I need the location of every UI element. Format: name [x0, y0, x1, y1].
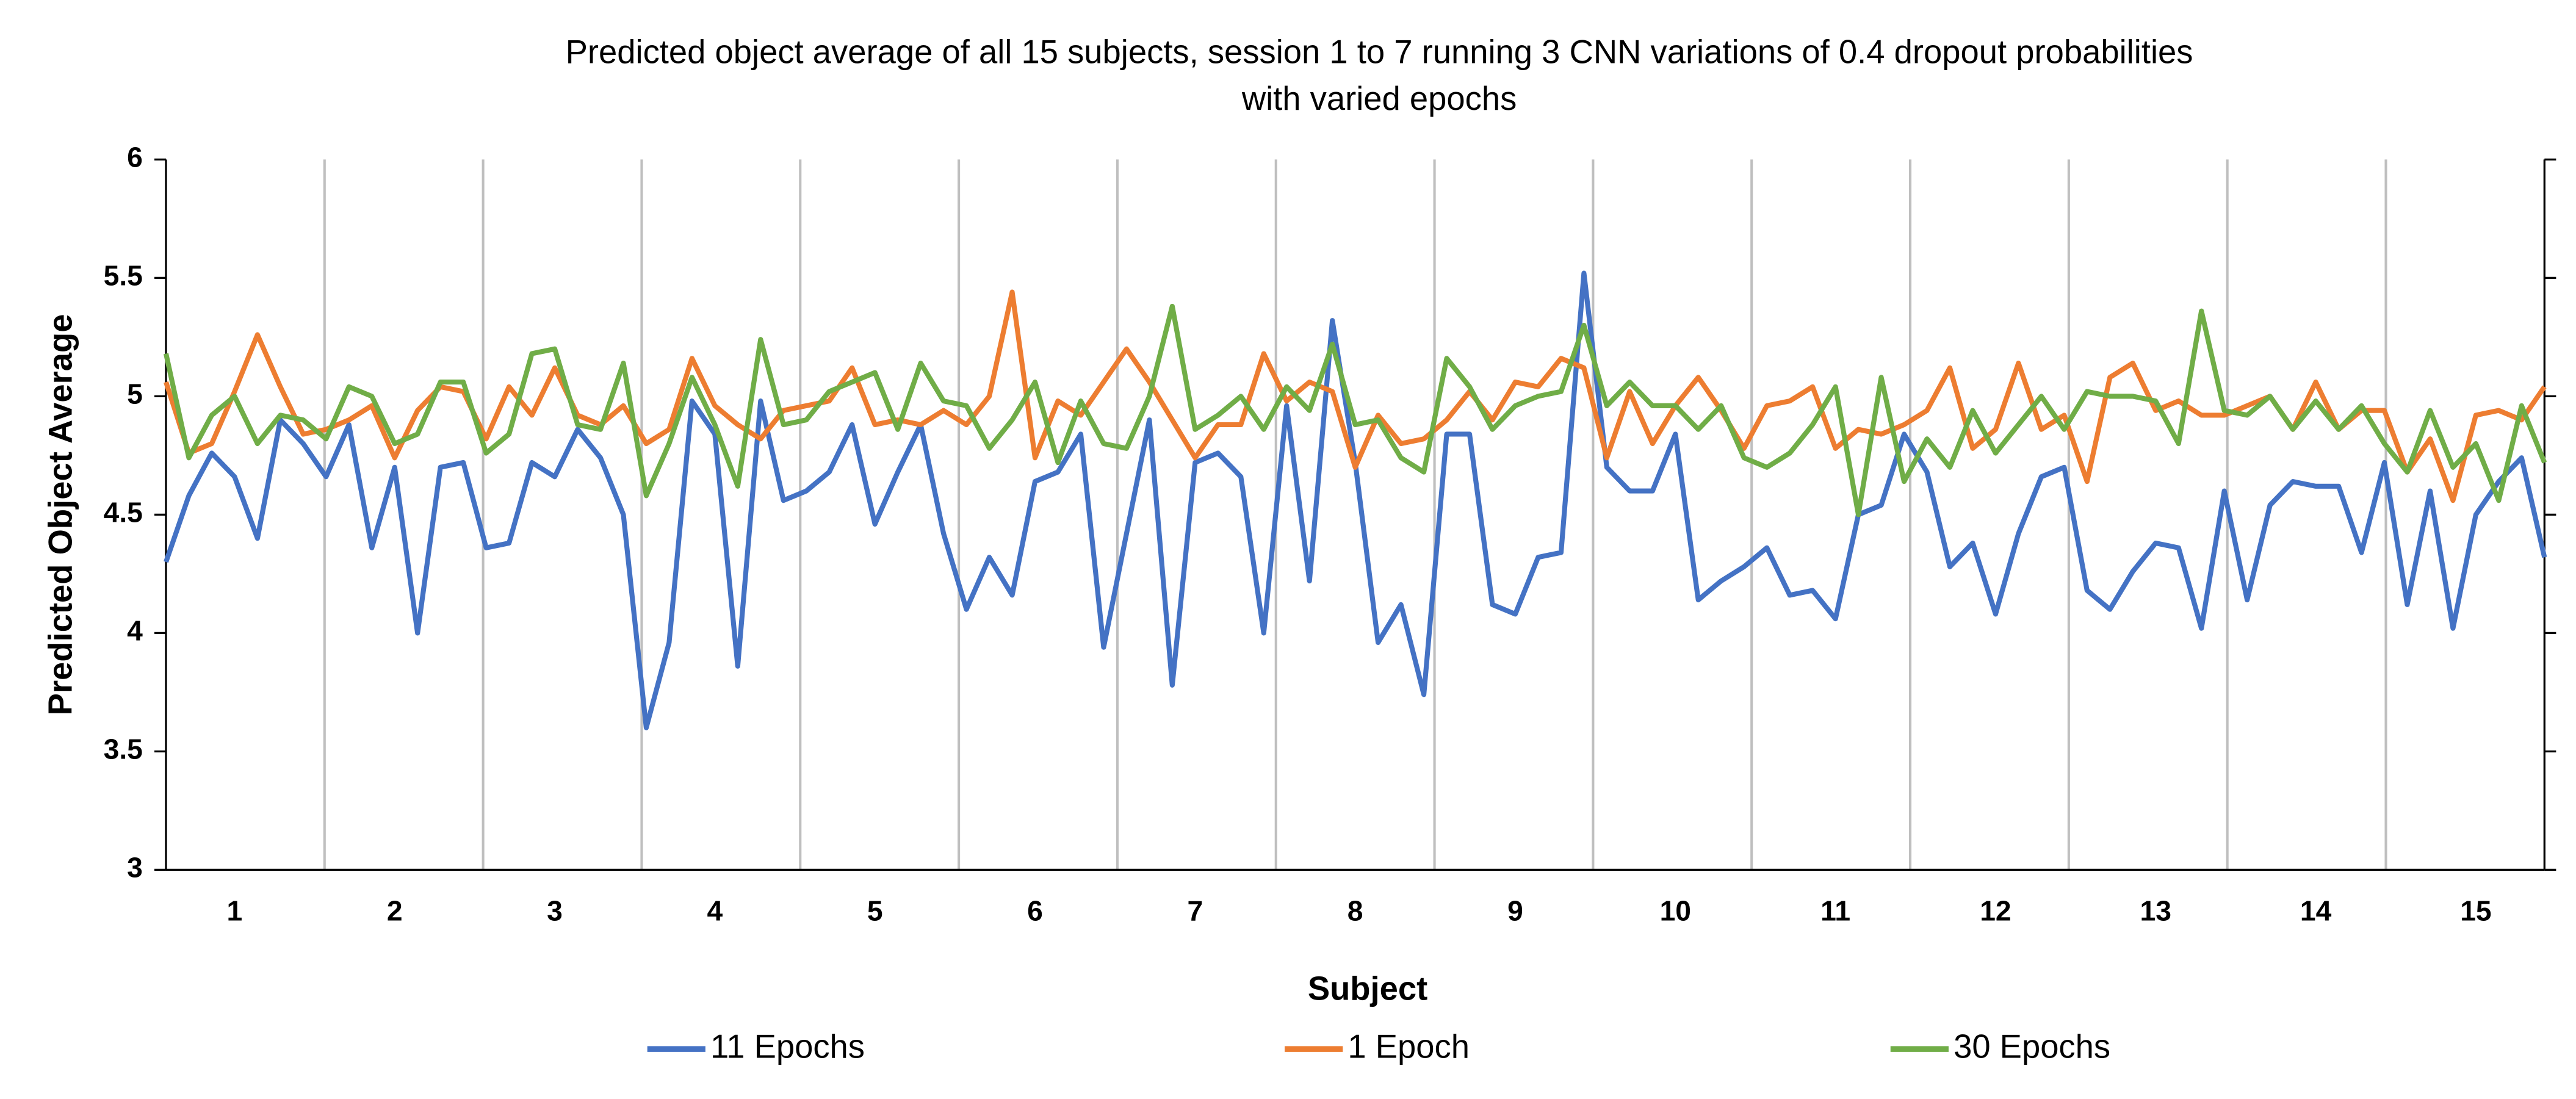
y-tick-label: 3.5 — [104, 733, 143, 765]
x-tick-label: 8 — [1348, 895, 1363, 926]
y-tick-label: 4.5 — [104, 497, 143, 528]
chart-title: Predicted object average of all 15 subje… — [565, 35, 2193, 118]
legend-label: 30 Epochs — [1954, 1028, 2110, 1065]
x-axis-label: Subject — [1308, 970, 1427, 1007]
x-tick-label: 5 — [867, 895, 883, 926]
x-tick-label: 14 — [2300, 895, 2332, 926]
series-line — [164, 289, 2547, 503]
x-tick-label: 12 — [1980, 895, 2011, 926]
y-tick-label: 4 — [127, 615, 143, 647]
x-tick-label: 10 — [1660, 895, 1691, 926]
y-tick-label: 6 — [127, 142, 143, 173]
x-tick-label: 13 — [2140, 895, 2171, 926]
x-tick-label: 1 — [227, 895, 243, 926]
legend-label: 1 Epoch — [1348, 1028, 1470, 1065]
y-axis-label: Predicted Object Average — [42, 314, 79, 715]
x-tick-label: 4 — [707, 895, 723, 926]
series-line — [163, 303, 2547, 517]
y-tick-label: 3 — [127, 852, 143, 884]
y-tick-label: 5.5 — [104, 260, 143, 292]
x-tick-label: 9 — [1507, 895, 1523, 926]
x-tick-label: 15 — [2460, 895, 2491, 926]
x-tick-label: 2 — [387, 895, 403, 926]
x-tick-label: 7 — [1187, 895, 1203, 926]
series-line — [164, 270, 2547, 730]
x-tick-label: 11 — [1820, 895, 1850, 926]
legend-label: 11 Epochs — [710, 1028, 865, 1065]
y-tick-label: 5 — [127, 378, 143, 410]
x-tick-label: 6 — [1027, 895, 1043, 926]
x-tick-label: 3 — [547, 895, 563, 926]
title-box: Predicted object average of all 15 subje… — [565, 35, 2193, 118]
